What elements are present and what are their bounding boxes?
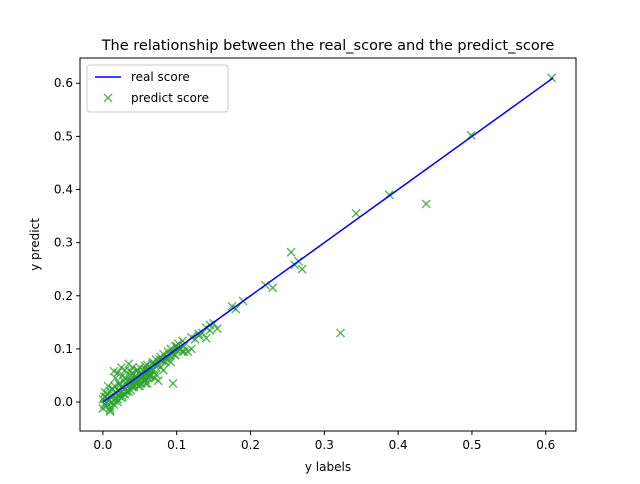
predict-score-point: [268, 283, 278, 293]
predict-score-point: [140, 361, 150, 371]
predict-score-point: [172, 341, 182, 351]
predict-score-points: [98, 73, 557, 417]
predict-score-point: [127, 362, 137, 373]
predict-score-point: [286, 247, 296, 257]
predict-score-point: [105, 407, 115, 417]
predict-score-point: [133, 365, 143, 375]
predict-score-point: [150, 373, 160, 383]
predict-score-point: [231, 304, 241, 314]
y-axis: 0.0 0.1 0.2 0.3 0.4 0.5 0.6: [54, 76, 80, 409]
predict-score-point: [351, 208, 361, 218]
y-axis-title: y predict: [28, 218, 42, 271]
predict-score-point: [107, 397, 117, 407]
x-axis-title: y labels: [305, 460, 351, 474]
predict-score-point: [297, 264, 307, 274]
y-tick-label: 0.6: [54, 76, 73, 90]
predict-score-point: [118, 370, 128, 381]
predict-score-point: [142, 378, 152, 388]
y-tick-label: 0.1: [54, 342, 73, 356]
predict-score-point: [110, 373, 120, 383]
predict-score-point: [158, 365, 168, 375]
predict-score-point: [168, 378, 178, 388]
predict-score-point: [421, 199, 431, 209]
legend-label-real-score: real score: [131, 70, 190, 84]
predict-score-point: [212, 324, 222, 334]
y-tick-label: 0.4: [54, 183, 73, 197]
x-tick-label: 0.3: [315, 438, 334, 452]
predict-score-point: [179, 347, 189, 357]
predict-score-point: [147, 359, 157, 369]
predict-score-point: [194, 331, 204, 341]
predict-score-point: [336, 328, 346, 338]
predict-score-point: [107, 384, 118, 394]
x-axis: 0.0 0.1 0.2 0.3 0.4 0.5 0.6: [93, 431, 555, 452]
x-tick-label: 0.4: [389, 438, 408, 452]
predict-score-point: [201, 333, 211, 343]
legend-x-marker-swatch: [103, 93, 113, 103]
y-tick-label: 0.2: [54, 289, 73, 303]
predict-score-point: [113, 368, 123, 378]
predict-score-point: [120, 365, 130, 375]
x-tick-label: 0.6: [536, 438, 555, 452]
predict-score-point: [105, 405, 115, 415]
legend: real score predict score: [86, 64, 229, 113]
predict-score-point: [186, 344, 196, 354]
chart-title: The relationship between the real_score …: [101, 38, 555, 54]
real-score-line-group: [102, 77, 554, 403]
y-tick-label: 0.5: [54, 129, 73, 143]
y-tick-label: 0.3: [54, 236, 73, 250]
real-score-line: [102, 77, 554, 403]
axes-frame: [79, 57, 577, 432]
predict-score-point: [103, 381, 113, 391]
x-tick-label: 0.0: [93, 438, 112, 452]
legend-label-predict-score: predict score: [131, 91, 209, 105]
plot-area: [98, 73, 557, 417]
x-tick-label: 0.1: [167, 438, 186, 452]
x-tick-label: 0.2: [241, 438, 260, 452]
x-tick-label: 0.5: [462, 438, 481, 452]
y-tick-label: 0.0: [54, 395, 73, 409]
predict-score-point: [135, 381, 145, 391]
predict-score-point: [121, 386, 132, 396]
legend-box: [86, 64, 229, 113]
